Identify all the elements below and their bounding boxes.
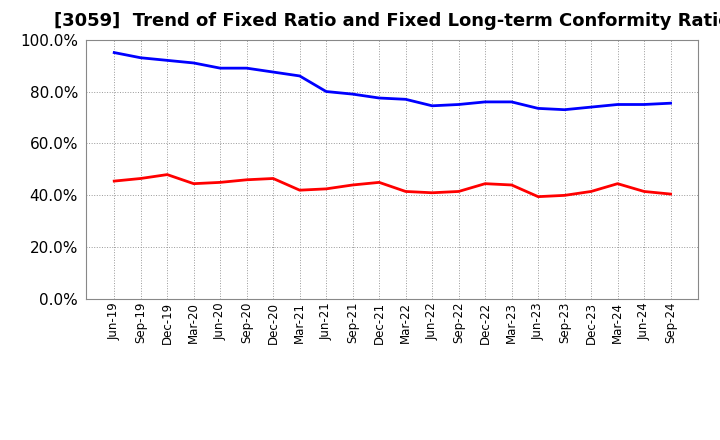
Title: [3059]  Trend of Fixed Ratio and Fixed Long-term Conformity Ratio: [3059] Trend of Fixed Ratio and Fixed Lo…	[54, 12, 720, 30]
Fixed Long-term Conformity Ratio	[613, 181, 622, 186]
Fixed Long-term Conformity Ratio	[587, 189, 595, 194]
Fixed Long-term Conformity Ratio	[110, 179, 119, 184]
Fixed Long-term Conformity Ratio	[454, 189, 463, 194]
Fixed Ratio	[110, 50, 119, 55]
Line: Fixed Ratio: Fixed Ratio	[114, 52, 670, 110]
Fixed Long-term Conformity Ratio	[401, 189, 410, 194]
Fixed Long-term Conformity Ratio	[136, 176, 145, 181]
Fixed Long-term Conformity Ratio	[640, 189, 649, 194]
Fixed Ratio	[613, 102, 622, 107]
Fixed Long-term Conformity Ratio	[534, 194, 542, 199]
Fixed Ratio	[136, 55, 145, 60]
Fixed Long-term Conformity Ratio	[508, 182, 516, 187]
Fixed Ratio	[666, 101, 675, 106]
Fixed Ratio	[322, 89, 330, 94]
Fixed Ratio	[269, 70, 277, 75]
Line: Fixed Long-term Conformity Ratio: Fixed Long-term Conformity Ratio	[114, 175, 670, 197]
Fixed Long-term Conformity Ratio	[322, 186, 330, 191]
Fixed Ratio	[640, 102, 649, 107]
Fixed Long-term Conformity Ratio	[163, 172, 171, 177]
Fixed Ratio	[560, 107, 569, 112]
Fixed Ratio	[243, 66, 251, 71]
Fixed Long-term Conformity Ratio	[348, 182, 357, 187]
Fixed Ratio	[375, 95, 384, 101]
Fixed Ratio	[534, 106, 542, 111]
Fixed Long-term Conformity Ratio	[189, 181, 198, 186]
Fixed Ratio	[216, 66, 225, 71]
Fixed Long-term Conformity Ratio	[666, 191, 675, 197]
Fixed Ratio	[163, 58, 171, 63]
Fixed Long-term Conformity Ratio	[560, 193, 569, 198]
Fixed Long-term Conformity Ratio	[295, 187, 304, 193]
Fixed Ratio	[481, 99, 490, 105]
Fixed Ratio	[348, 92, 357, 97]
Fixed Long-term Conformity Ratio	[216, 180, 225, 185]
Fixed Ratio	[295, 73, 304, 79]
Fixed Ratio	[454, 102, 463, 107]
Fixed Long-term Conformity Ratio	[269, 176, 277, 181]
Fixed Ratio	[508, 99, 516, 105]
Fixed Long-term Conformity Ratio	[243, 177, 251, 183]
Fixed Long-term Conformity Ratio	[375, 180, 384, 185]
Fixed Ratio	[587, 104, 595, 110]
Fixed Long-term Conformity Ratio	[428, 190, 436, 195]
Fixed Ratio	[401, 97, 410, 102]
Fixed Long-term Conformity Ratio	[481, 181, 490, 186]
Fixed Ratio	[428, 103, 436, 108]
Fixed Ratio	[189, 60, 198, 66]
